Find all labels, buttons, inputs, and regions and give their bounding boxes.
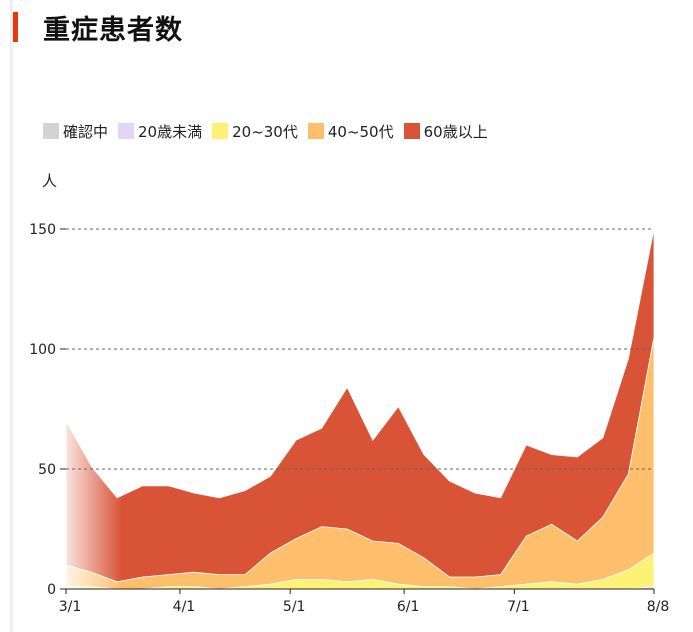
legend-label-40-50s: 40~50代 (327, 122, 394, 141)
x-tick-label-1: 4/1 (173, 599, 196, 615)
x-tick-label-0: 3/1 (59, 599, 82, 615)
title-accent-bar (13, 12, 18, 42)
legend-item-under-20[interactable]: 20歳未満 (118, 121, 202, 142)
y-tick-label-100: 100 (29, 342, 56, 358)
x-tick-label-3: 6/1 (397, 599, 420, 615)
y-tick-label-0: 0 (47, 582, 56, 598)
legend-item-60-plus[interactable]: 60歳以上 (403, 121, 488, 142)
x-tick-label-4: 7/1 (507, 599, 530, 615)
legend-label-under-20: 20歳未満 (138, 122, 203, 141)
legend-swatch-20-30s (212, 123, 229, 139)
legend-swatch-under-20 (118, 123, 135, 139)
y-tick-label-50: 50 (38, 462, 56, 478)
chart-legend: 確認中 20歳未満 20~30代 40~50代 60歳以上 (43, 121, 498, 141)
page-title: 重症患者数 (43, 15, 183, 46)
x-tick-label-5: 8/8 (647, 599, 670, 615)
left-fade-overlay (62, 209, 122, 591)
legend-swatch-40-50s (307, 123, 324, 139)
x-tick-label-2: 5/1 (283, 599, 306, 615)
area-series-60-plus (65, 228, 655, 583)
legend-label-unconfirmed: 確認中 (63, 122, 109, 141)
left-rule (0, 0, 14, 632)
legend-swatch-60-plus (403, 123, 420, 139)
y-axis-unit-label: 人 (42, 172, 58, 190)
legend-item-unconfirmed[interactable]: 確認中 (43, 121, 108, 142)
y-tick-label-150: 150 (29, 222, 56, 238)
legend-item-20-30s[interactable]: 20~30代 (212, 121, 298, 142)
legend-label-60-plus: 60歳以上 (423, 122, 488, 141)
legend-label-20-30s: 20~30代 (232, 122, 298, 141)
legend-item-40-50s[interactable]: 40~50代 (307, 121, 394, 142)
legend-swatch-unconfirmed (43, 123, 59, 139)
